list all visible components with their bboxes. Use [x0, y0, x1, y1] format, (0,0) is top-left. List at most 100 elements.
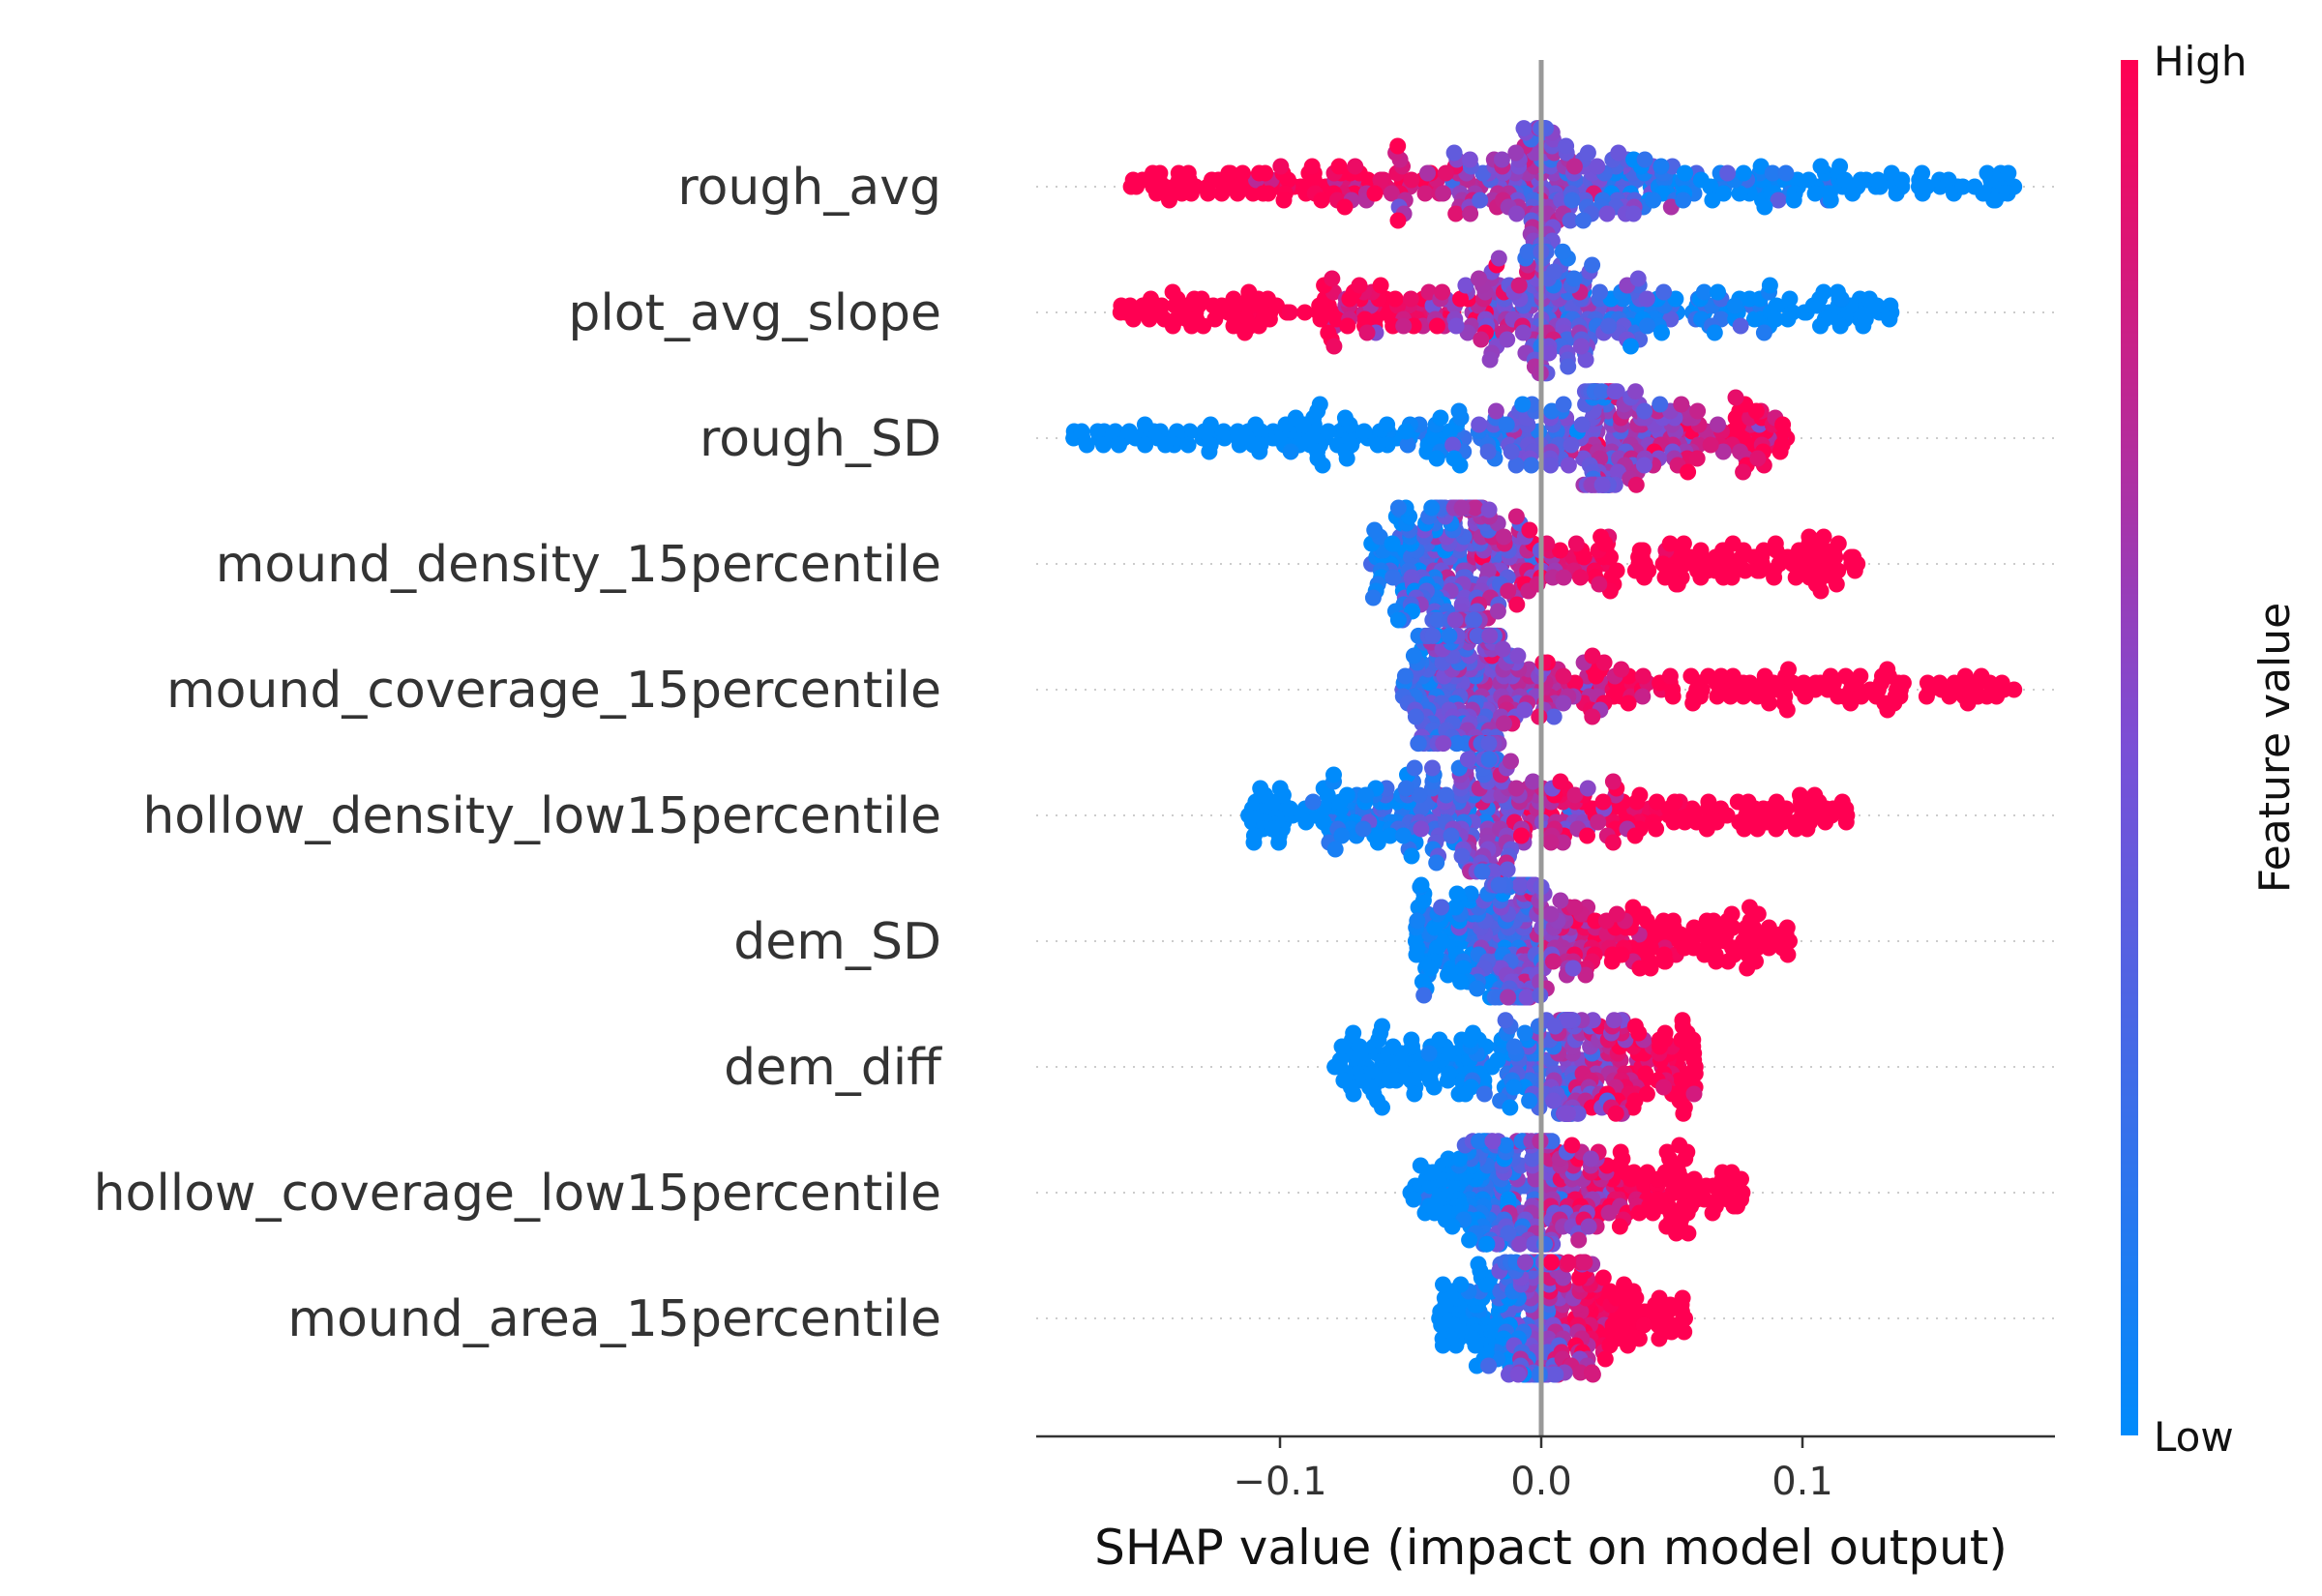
shap-dot	[1409, 912, 1426, 930]
shap-dot	[1215, 423, 1233, 440]
shap-dot	[1489, 603, 1506, 620]
shap-dot	[1601, 1337, 1619, 1354]
shap-dot	[1704, 192, 1721, 209]
shap-dot	[1164, 283, 1181, 301]
shap-dot	[1761, 695, 1778, 712]
shap-dot	[1684, 695, 1702, 712]
shap-dot	[1544, 953, 1562, 970]
shap-dot	[1768, 793, 1785, 811]
shap-dot	[1722, 688, 1740, 705]
shap-dot	[1855, 317, 1872, 335]
shap-dot	[1231, 436, 1248, 454]
shap-dot	[1500, 989, 1517, 1006]
shap-dot	[1919, 178, 1935, 195]
shap-dot	[1652, 396, 1669, 413]
shap-dot	[1584, 1366, 1601, 1383]
shap-dot	[1779, 548, 1797, 566]
shap-dot	[1554, 834, 1571, 851]
shap-dot	[1764, 164, 1781, 182]
shap-dot	[1181, 423, 1199, 440]
shap-dot	[1419, 164, 1436, 182]
shap-dot	[1426, 1204, 1444, 1222]
shap-dot	[1470, 1256, 1487, 1273]
shap-dot	[1354, 820, 1372, 838]
shap-dot	[1281, 800, 1298, 817]
shap-dot	[1668, 1225, 1685, 1242]
feature-label: hollow_coverage_low15percentile	[94, 1165, 941, 1223]
shap-dot	[1481, 627, 1499, 644]
shap-dot	[1304, 793, 1322, 811]
shap-dot	[1521, 1092, 1538, 1109]
shap-dot	[1727, 389, 1744, 406]
shap-dot	[1667, 290, 1684, 308]
shap-dot	[1724, 667, 1742, 685]
shap-dot	[1134, 297, 1151, 314]
shap-dot	[1361, 1079, 1379, 1096]
shap-dot	[1742, 674, 1759, 692]
shap-dot	[1768, 297, 1785, 314]
shap-dot	[1475, 1085, 1493, 1103]
shap-dot	[1918, 688, 1935, 705]
shap-dot	[1490, 250, 1507, 267]
shap-dot	[1726, 297, 1743, 314]
shap-dot	[1498, 416, 1515, 433]
shap-dot	[1675, 535, 1692, 552]
shap-dot	[1445, 144, 1463, 162]
shap-dot	[1654, 912, 1672, 930]
shap-dot	[1914, 164, 1931, 182]
feature-labels: rough_avg plot_avg_slope rough_SD mound_den…	[94, 159, 943, 1348]
shap-dot	[1313, 192, 1330, 209]
shap-dot	[1886, 695, 1903, 712]
shap-dot	[1725, 1197, 1742, 1215]
shap-dot	[1500, 1225, 1517, 1242]
shap-dot	[1655, 1197, 1673, 1215]
shap-dot	[1771, 443, 1789, 460]
shap-dot	[1755, 324, 1772, 341]
shap-dot	[1251, 164, 1267, 182]
shap-dot	[1612, 1143, 1629, 1161]
shap-dot	[1554, 243, 1571, 260]
shap-dot	[1489, 1051, 1506, 1069]
shap-dot	[1830, 535, 1847, 552]
shap-dot	[1572, 1364, 1590, 1381]
shap-dot	[1836, 171, 1854, 189]
shap-dot	[1815, 528, 1832, 546]
shap-dot	[1600, 317, 1618, 335]
shap-dot	[1136, 416, 1153, 433]
shap-dot	[1761, 277, 1778, 294]
shap-dot	[1656, 1024, 1674, 1042]
shap-dot	[1700, 667, 1717, 685]
shap-dot	[1607, 1105, 1624, 1122]
shap-dot	[1515, 120, 1533, 137]
shap-dot	[1787, 820, 1804, 838]
shap-dot	[1432, 1303, 1449, 1320]
shap-dot	[1229, 185, 1246, 202]
shap-dot	[1481, 351, 1499, 369]
shap-dot	[1474, 863, 1491, 880]
shap-dot	[1389, 611, 1407, 629]
shap-dot	[1973, 667, 1990, 685]
shap-dot	[1822, 192, 1839, 209]
shap-dot	[1770, 192, 1787, 209]
shap-dot	[1590, 813, 1607, 831]
shap-dot	[1993, 674, 2010, 692]
shap-dot	[1508, 596, 1526, 613]
shap-dot	[1466, 611, 1483, 629]
shap-dot	[1514, 324, 1532, 341]
shap-dot	[1636, 402, 1653, 420]
shap-dot	[1406, 1085, 1423, 1103]
shap-dot	[1543, 402, 1561, 420]
shap-dot	[1714, 569, 1732, 586]
shap-dot	[1443, 827, 1460, 844]
shap-dot	[1565, 270, 1583, 287]
shap-dot	[1462, 205, 1479, 222]
shap-dot	[1627, 476, 1645, 493]
shap-dot	[1787, 569, 1804, 586]
shap-dot	[1779, 946, 1797, 963]
shap-dot	[1755, 542, 1772, 559]
shap-dot	[1988, 688, 2006, 705]
shap-dot	[1940, 171, 1957, 189]
shap-dot	[1682, 1197, 1700, 1215]
shap-dot	[1297, 813, 1315, 831]
shap-dot	[1655, 1079, 1673, 1096]
